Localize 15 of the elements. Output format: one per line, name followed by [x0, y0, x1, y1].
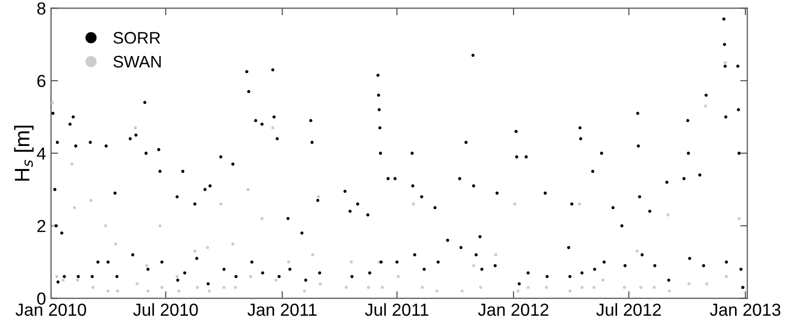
- y-tick-label: 6: [37, 74, 46, 88]
- x-tick-label: Jan 2011: [247, 304, 317, 316]
- y-axis-title: H$_{s}$ [m]: [14, 126, 34, 181]
- y-tick-label: 0: [37, 292, 46, 305]
- x-tick-label: Jul 2010: [133, 303, 198, 316]
- y-tick-label: 2: [37, 220, 46, 232]
- y-tick-label: 8: [37, 2, 46, 15]
- legend-label: SWAN: [113, 56, 161, 68]
- x-tick-label: Jan 2013: [710, 304, 780, 316]
- x-tick-label: Jul 2011: [365, 303, 428, 316]
- y-tick-label: 4: [36, 148, 46, 160]
- x-tick-label: Jan 2010: [16, 304, 86, 316]
- legend-label: SORR: [113, 32, 160, 44]
- x-tick-label: Jan 2012: [478, 304, 548, 316]
- x-tick-label: Jul 2012: [596, 303, 661, 316]
